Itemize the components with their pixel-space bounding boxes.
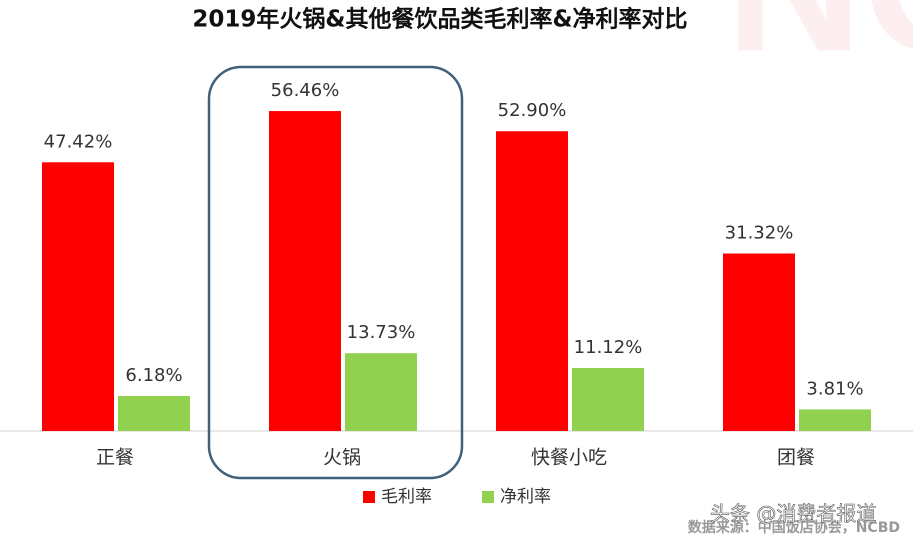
bar [496, 131, 568, 431]
highlight-box [207, 65, 464, 480]
x-tick-label: 快餐小吃 [531, 447, 607, 469]
source: 数据来源：中国饭店协会，NCBD [688, 519, 900, 536]
value-label: 47.42% [44, 131, 113, 152]
value-label: 11.12% [574, 337, 643, 358]
bar [118, 395, 190, 431]
x-tick-label: 火锅 [323, 447, 361, 469]
value-label: 52.90% [498, 100, 567, 121]
legend-label: 净利率 [500, 487, 551, 507]
legend-swatch [482, 491, 494, 503]
value-label: 13.73% [347, 322, 416, 343]
annotation: 头条 @消费者报道 [710, 502, 876, 526]
bar [572, 367, 644, 431]
bar [42, 162, 114, 431]
bar [723, 253, 795, 431]
bar [269, 111, 341, 431]
legend-swatch [363, 491, 375, 503]
value-label: 3.81% [806, 378, 863, 399]
x-tick-label: 团餐 [777, 447, 815, 469]
chart-title: 2019年火锅&其他餐饮品类毛利率&净利率对比 [192, 6, 687, 33]
watermark: NCBD [726, 0, 913, 91]
bar [345, 353, 417, 431]
value-label: 31.32% [725, 223, 794, 244]
legend-label: 毛利率 [381, 487, 432, 507]
x-tick-label: 正餐 [96, 447, 134, 469]
value-label: 6.18% [125, 365, 182, 386]
value-label: 56.46% [271, 80, 340, 101]
bar [799, 409, 871, 431]
